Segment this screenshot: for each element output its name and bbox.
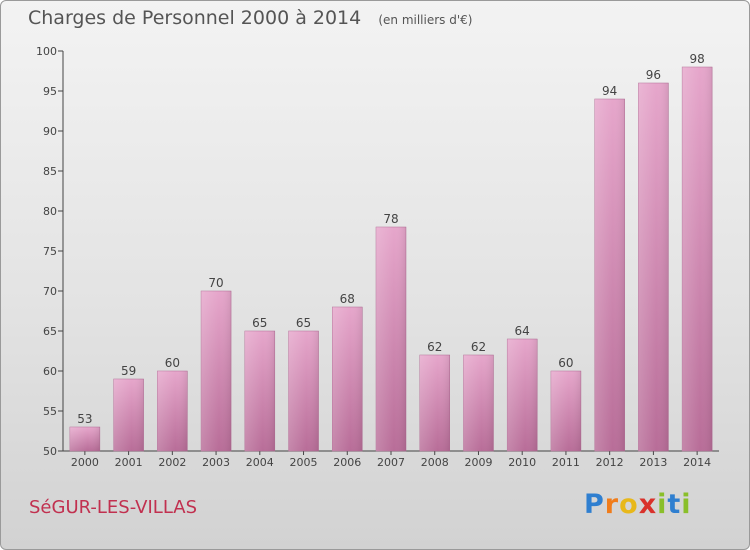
data-labels: 53 59 60 70 65 65 68 78 62 62 64 60 94 96 98 [77,52,705,426]
bar-sheen [157,371,188,451]
data-label: 68 [340,292,355,306]
x-tick-label: 2014 [683,456,711,469]
town-name: SéGUR-LES-VILLAS [29,497,197,518]
y-tick-label: 90 [43,125,57,138]
y-tick-label: 65 [43,325,57,338]
data-label: 78 [383,212,398,226]
chart-header: Charges de Personnel 2000 à 2014 (en mil… [28,7,472,29]
bar-sheen [244,331,275,451]
x-axis: 2000 2001 2002 2003 2004 2005 2006 2007 2008 2009… [63,450,719,469]
y-tick-label: 60 [43,365,57,378]
logo-letter: r [604,489,620,520]
y-tick-label: 80 [43,205,57,218]
bars [69,66,713,452]
logo-letter: t [667,489,682,520]
x-tick-label: 2013 [639,456,667,469]
x-tick-label: 2006 [333,456,361,469]
y-tick-label: 85 [43,165,57,178]
data-label: 64 [515,324,530,338]
y-tick-label: 50 [43,445,57,458]
logo-letter: i [657,489,668,520]
x-tick-label: 2001 [115,456,143,469]
data-label: 60 [165,356,180,370]
data-label: 96 [646,68,661,82]
x-tick-label: 2009 [464,456,492,469]
x-tick-label: 2008 [421,456,449,469]
bar-sheen [69,427,100,451]
data-label: 70 [208,276,223,290]
data-label: 94 [602,84,617,98]
y-tick-label: 55 [43,405,57,418]
chart-subtitle: (en milliers d'€) [378,13,473,27]
bar-sheen [550,371,581,451]
bar-sheen [507,339,538,451]
logo-letter: P [584,489,605,520]
x-tick-label: 2002 [158,456,186,469]
y-tick-label: 95 [43,85,57,98]
proxiti-logo: Proxiti [584,489,692,520]
x-tick-label: 2012 [596,456,624,469]
bar-sheen [463,355,494,451]
y-tick-label: 100 [36,45,57,58]
bar-sheen [201,291,232,451]
x-tick-label: 2000 [71,456,99,469]
data-label: 98 [689,52,704,66]
x-tick-label: 2011 [552,456,580,469]
data-label: 65 [296,316,311,330]
logo-letter: i [681,489,692,520]
y-tick-label: 75 [43,245,57,258]
data-label: 53 [77,412,92,426]
bar-sheen [376,227,406,451]
x-tick-label: 2003 [202,456,230,469]
x-tick-label: 2005 [290,456,318,469]
bar-sheen [419,355,450,451]
data-label: 62 [427,340,442,354]
y-tick-label: 70 [43,285,57,298]
x-tick-label: 2007 [377,456,405,469]
data-label: 60 [558,356,573,370]
data-label: 65 [252,316,267,330]
logo-letter: x [638,489,658,520]
bar-sheen [638,83,669,451]
bar-sheen [332,307,363,451]
bar-sheen [594,99,625,451]
x-tick-label: 2010 [508,456,536,469]
y-axis: 50 55 60 65 70 75 80 85 90 95 100 [36,45,64,458]
data-label: 59 [121,364,136,378]
data-label: 62 [471,340,486,354]
bar-sheen [288,331,319,451]
logo-letter: o [619,489,639,520]
bar-sheen [113,379,144,451]
chart-title: Charges de Personnel 2000 à 2014 [28,7,362,29]
x-tick-label: 2004 [246,456,274,469]
bar-sheen [682,67,713,451]
